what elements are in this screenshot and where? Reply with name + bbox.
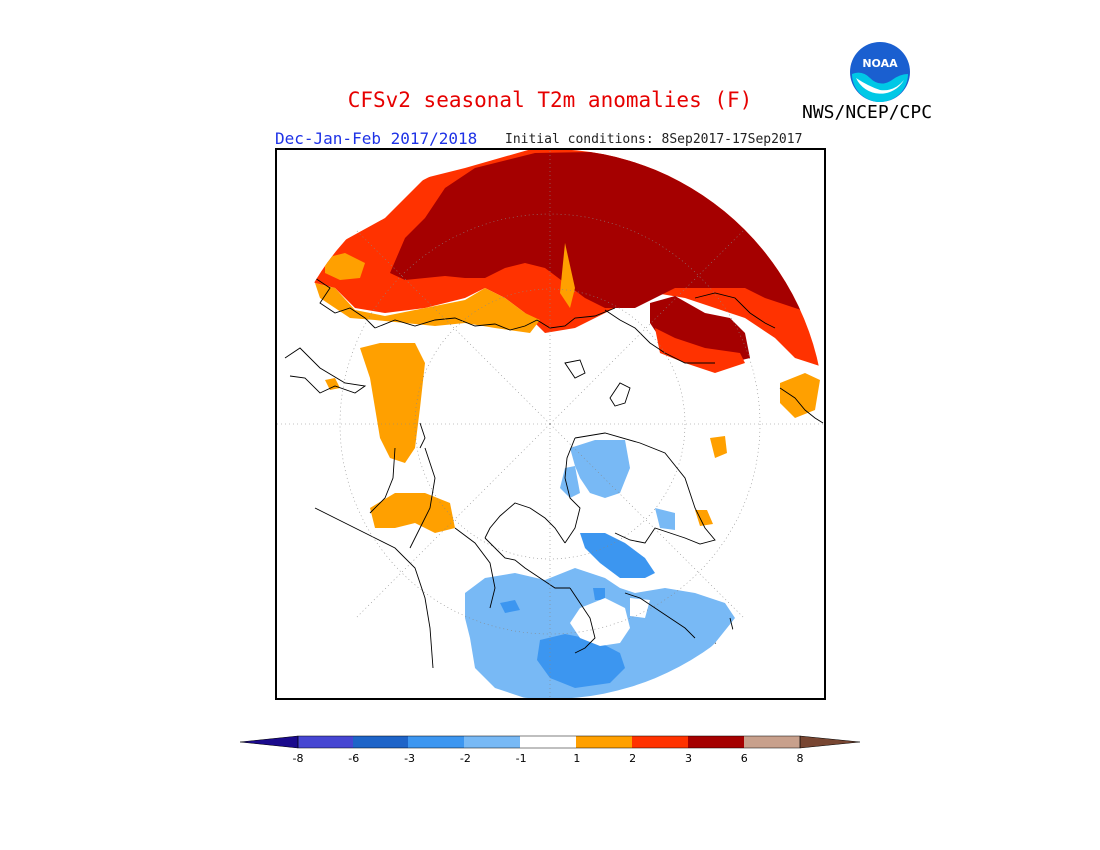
graticule: [275, 149, 825, 699]
colorbar-bin: [744, 736, 800, 748]
colorbar-tick-label: 3: [684, 752, 692, 765]
colorbar-tick-label: 8: [796, 752, 804, 765]
colorbar-bin: [576, 736, 632, 748]
polar-map: [275, 148, 826, 700]
chart-title: CFSv2 seasonal T2m anomalies (F): [347, 88, 753, 112]
colorbar-bin: [520, 736, 576, 748]
colorbar-tick-label: 6: [740, 752, 748, 765]
colorbar-bin: [632, 736, 688, 748]
colorbar-tick-label: -1: [515, 752, 527, 765]
warm-anomaly-orange-band: [315, 283, 540, 333]
colorbar-tick-label: -3: [404, 752, 416, 765]
warm-anomaly-south-asia: [360, 343, 425, 463]
colorbar-tick-label: 2: [629, 752, 637, 765]
colorbar-bin: [353, 736, 408, 748]
colorbar-bin: [464, 736, 520, 748]
logo-text: NOAA: [862, 57, 898, 70]
colorbar-arrow-left: [240, 736, 298, 748]
colorbar: [239, 735, 861, 749]
colorbar-tick-label: -8: [292, 752, 304, 765]
agency-label: NWS/NCEP/CPC: [802, 102, 933, 123]
initial-conditions-label: Initial conditions: 8Sep2017-17Sep2017: [505, 132, 803, 147]
cold-anomaly-greenland: [570, 440, 630, 498]
colorbar-tick-label: 1: [573, 752, 581, 765]
coastlines: [284, 277, 824, 669]
colorbar-bin: [298, 736, 353, 748]
colorbar-bin: [688, 736, 744, 748]
colorbar-tick-label: -2: [459, 752, 471, 765]
colorbar-arrow-right: [800, 736, 860, 748]
noaa-logo: NOAA: [850, 42, 910, 102]
colorbar-bin: [408, 736, 464, 748]
cold-anomaly-canada-dark: [580, 533, 655, 578]
season-label: Dec-Jan-Feb 2017/2018: [275, 129, 478, 148]
colorbar-tick-label: -6: [348, 752, 360, 765]
